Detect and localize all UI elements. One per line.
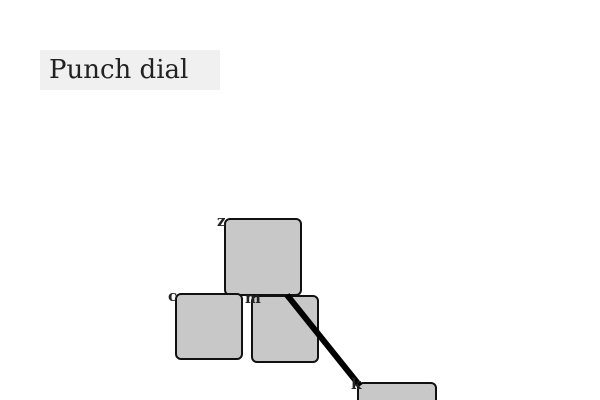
key-label-c: c [168, 287, 178, 305]
key-label-z: z [217, 212, 226, 230]
title-panel: Punch dial [40, 50, 220, 90]
key-k[interactable] [357, 382, 437, 400]
key-label-m: m [245, 289, 261, 307]
key-label-k: k [351, 375, 362, 393]
page-title: Punch dial [49, 55, 189, 85]
key-c[interactable] [175, 293, 243, 360]
key-z[interactable] [224, 218, 302, 296]
key-m[interactable] [251, 295, 319, 363]
